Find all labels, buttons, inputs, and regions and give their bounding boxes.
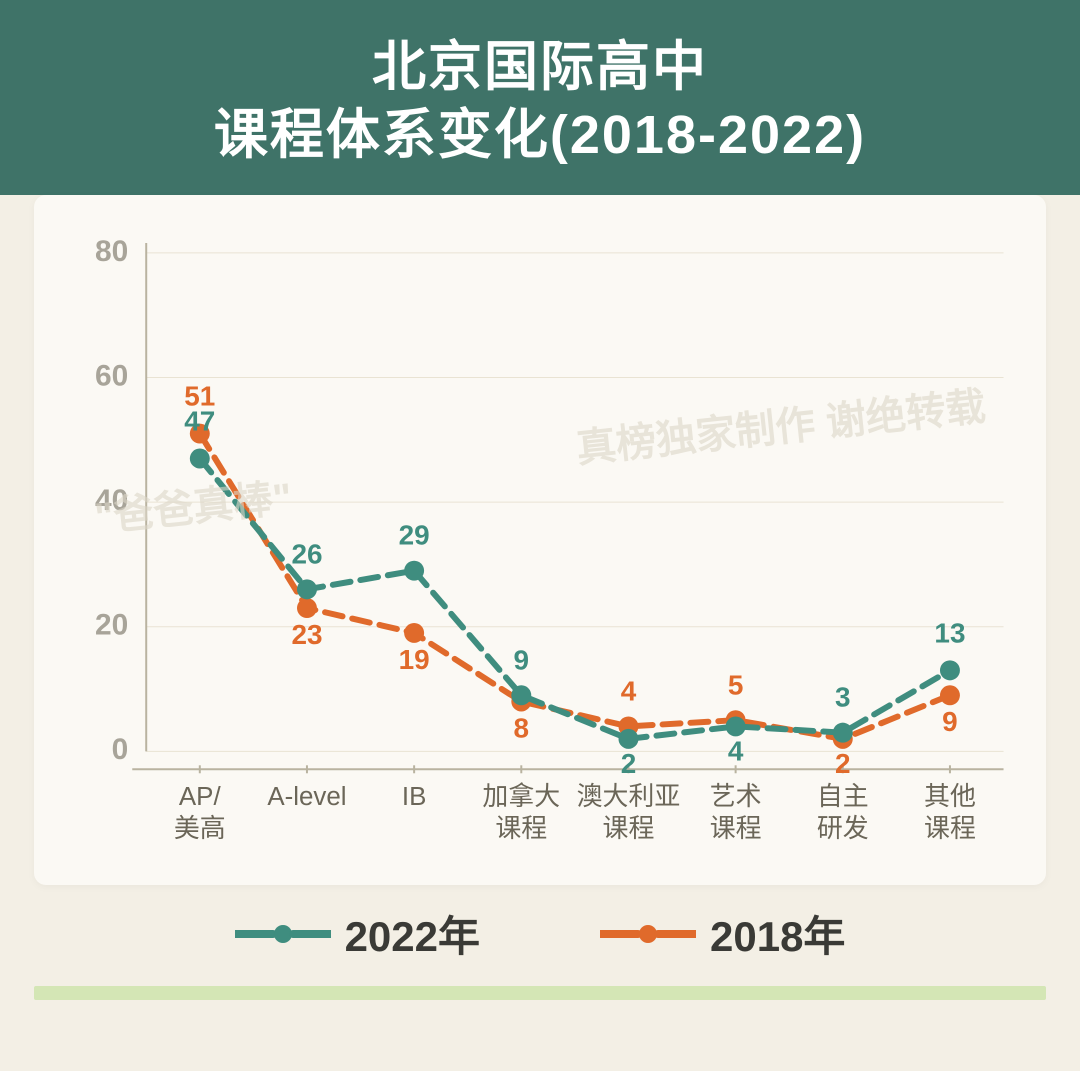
svg-text:AP/: AP/ — [179, 783, 222, 811]
svg-text:9: 9 — [942, 706, 958, 737]
svg-text:2: 2 — [835, 748, 851, 779]
svg-text:课程: 课程 — [495, 815, 547, 843]
legend-marker-2022 — [235, 925, 331, 943]
svg-text:4: 4 — [621, 676, 637, 707]
chart-header: 北京国际高中 课程体系变化(2018-2022) — [0, 0, 1080, 195]
svg-text:研发: 研发 — [817, 814, 869, 843]
line-chart: 0 20 40 60 80 AP/美高 A-level IB 加拿大课程 澳大利亚课程 艺术课程 自主… — [54, 223, 1016, 861]
svg-text:自主: 自主 — [817, 782, 869, 811]
svg-text:艺术: 艺术 — [710, 782, 762, 811]
chart-wrap: "爸爸真棒" 真榜独家制作 谢绝转载 020406080AP/美高A-level… — [0, 195, 1080, 964]
svg-text:13: 13 — [934, 617, 965, 648]
legend-item-2022: 2022年 — [235, 903, 480, 964]
svg-text:其他: 其他 — [924, 782, 976, 811]
chart-title: 北京国际高中 课程体系变化(2018-2022) — [20, 34, 1060, 169]
svg-text:4: 4 — [728, 735, 744, 766]
svg-text:加拿大: 加拿大 — [482, 782, 560, 811]
svg-text:2: 2 — [621, 748, 637, 779]
chart-card: "爸爸真棒" 真榜独家制作 谢绝转载 020406080AP/美高A-level… — [34, 195, 1046, 885]
legend-item-2018: 2018年 — [600, 903, 845, 964]
svg-text:澳大利亚: 澳大利亚 — [577, 782, 681, 811]
svg-text:A-level: A-level — [267, 783, 346, 811]
svg-text:3: 3 — [835, 682, 851, 713]
bottom-strip — [34, 986, 1046, 1000]
svg-text:8: 8 — [514, 712, 530, 743]
svg-text:51: 51 — [184, 381, 215, 412]
svg-text:9: 9 — [514, 644, 530, 675]
svg-text:40: 40 — [95, 484, 128, 517]
svg-text:23: 23 — [291, 619, 322, 650]
svg-text:29: 29 — [399, 520, 430, 551]
legend-label-2018: 2018年 — [710, 903, 845, 964]
svg-text:美高: 美高 — [174, 814, 226, 843]
svg-text:课程: 课程 — [710, 815, 762, 843]
svg-text:19: 19 — [399, 644, 430, 675]
svg-text:20: 20 — [95, 609, 128, 642]
svg-text:80: 80 — [95, 235, 128, 268]
svg-text:5: 5 — [728, 669, 744, 700]
svg-text:26: 26 — [291, 538, 322, 569]
svg-text:IB: IB — [402, 783, 426, 811]
svg-text:0: 0 — [112, 733, 129, 766]
title-line-2: 课程体系变化(2018-2022) — [214, 105, 866, 165]
page-root: 北京国际高中 课程体系变化(2018-2022) "爸爸真棒" 真榜独家制作 谢… — [0, 0, 1080, 1071]
svg-text:课程: 课程 — [924, 815, 976, 843]
svg-text:60: 60 — [95, 359, 128, 392]
legend-label-2022: 2022年 — [345, 903, 480, 964]
title-line-1: 北京国际高中 — [372, 37, 708, 97]
svg-text:课程: 课程 — [603, 815, 655, 843]
chart-legend: 2022年 2018年 — [34, 903, 1046, 964]
legend-marker-2018 — [600, 925, 696, 943]
